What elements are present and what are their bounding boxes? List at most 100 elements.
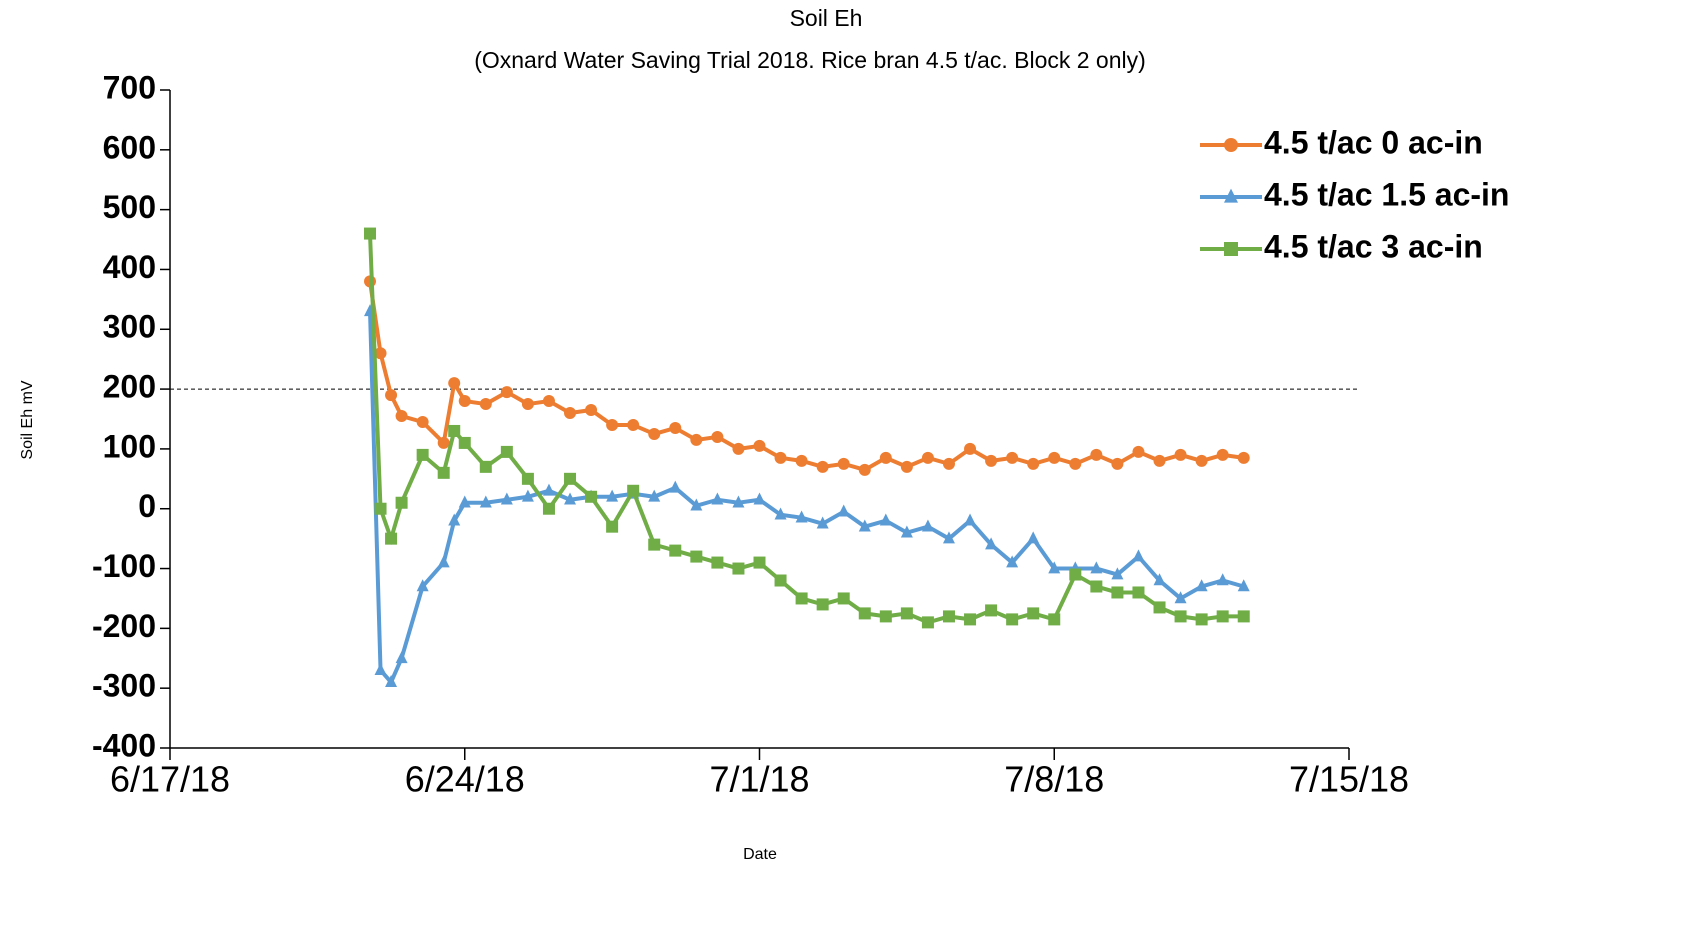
y-axis-label: Soil Eh mV	[19, 380, 36, 459]
x-tick-label: 7/1/18	[709, 759, 809, 800]
series-line	[368, 311, 1245, 686]
marker	[837, 592, 850, 605]
marker	[669, 480, 682, 493]
x-axis-label: Date	[743, 846, 777, 863]
marker	[385, 389, 398, 402]
marker	[542, 395, 555, 408]
x-tick-label: 6/17/18	[110, 759, 230, 800]
marker	[448, 513, 461, 526]
marker	[521, 472, 534, 485]
marker	[374, 502, 387, 515]
marker	[690, 498, 703, 511]
marker	[1174, 448, 1187, 461]
marker	[942, 457, 955, 470]
marker	[795, 510, 808, 523]
chart-title: Soil Eh	[790, 5, 863, 31]
marker	[1048, 613, 1061, 626]
marker	[1174, 591, 1187, 604]
marker	[416, 579, 429, 592]
marker	[1027, 607, 1040, 620]
marker	[521, 489, 534, 502]
marker	[985, 454, 998, 467]
marker	[1237, 451, 1250, 464]
marker	[774, 507, 787, 520]
marker	[1027, 457, 1040, 470]
marker	[900, 460, 913, 473]
marker	[1069, 457, 1082, 470]
marker	[1090, 580, 1103, 593]
marker	[395, 410, 408, 423]
marker	[879, 451, 892, 464]
marker	[669, 544, 682, 557]
marker	[1153, 573, 1166, 586]
marker	[879, 513, 892, 526]
marker	[458, 395, 471, 408]
x-tick-label: 6/24/18	[405, 759, 525, 800]
marker	[1132, 445, 1145, 458]
series-line	[368, 233, 1244, 625]
marker	[753, 556, 766, 569]
marker	[437, 466, 450, 479]
y-tick-label: 100	[103, 428, 156, 464]
marker	[964, 613, 977, 626]
marker	[732, 442, 745, 455]
marker	[500, 492, 513, 505]
marker	[1111, 457, 1124, 470]
y-tick-label: 600	[103, 129, 156, 165]
marker	[711, 492, 724, 505]
marker	[1027, 531, 1040, 544]
marker	[374, 347, 387, 360]
marker	[900, 525, 913, 538]
y-tick-label: 0	[138, 488, 156, 524]
marker	[648, 427, 661, 440]
marker	[774, 574, 787, 587]
marker	[879, 610, 892, 623]
marker	[1153, 454, 1166, 467]
marker	[711, 430, 724, 443]
marker	[1006, 613, 1019, 626]
marker	[1216, 448, 1229, 461]
marker	[921, 519, 934, 532]
x-tick-label: 7/15/18	[1289, 759, 1409, 800]
marker	[374, 663, 387, 676]
marker	[627, 484, 640, 497]
marker	[1132, 549, 1145, 562]
marker	[648, 489, 661, 502]
marker	[858, 463, 871, 476]
marker	[1237, 610, 1250, 623]
marker	[753, 439, 766, 452]
marker	[921, 616, 934, 629]
marker	[585, 490, 598, 503]
marker	[448, 377, 461, 390]
marker	[1216, 573, 1229, 586]
marker	[416, 415, 429, 428]
marker	[500, 386, 513, 399]
marker	[1224, 188, 1238, 203]
marker	[816, 516, 829, 529]
marker	[564, 472, 577, 485]
marker	[500, 445, 513, 458]
marker	[458, 495, 471, 508]
marker	[732, 495, 745, 508]
marker	[437, 555, 450, 568]
y-tick-label: -200	[92, 608, 156, 644]
y-tick-label: 500	[103, 189, 156, 225]
y-tick-label: -100	[92, 548, 156, 584]
y-tick-label: 400	[103, 249, 156, 285]
marker	[795, 454, 808, 467]
marker	[479, 398, 492, 411]
marker	[364, 227, 377, 240]
marker	[1224, 242, 1238, 256]
marker	[837, 504, 850, 517]
marker	[1069, 568, 1082, 581]
marker	[732, 562, 745, 575]
marker	[985, 537, 998, 550]
marker	[942, 531, 955, 544]
marker	[774, 451, 787, 464]
marker	[627, 418, 640, 431]
marker	[395, 651, 408, 664]
marker	[1006, 451, 1019, 464]
marker	[542, 483, 555, 496]
marker	[1090, 561, 1103, 574]
